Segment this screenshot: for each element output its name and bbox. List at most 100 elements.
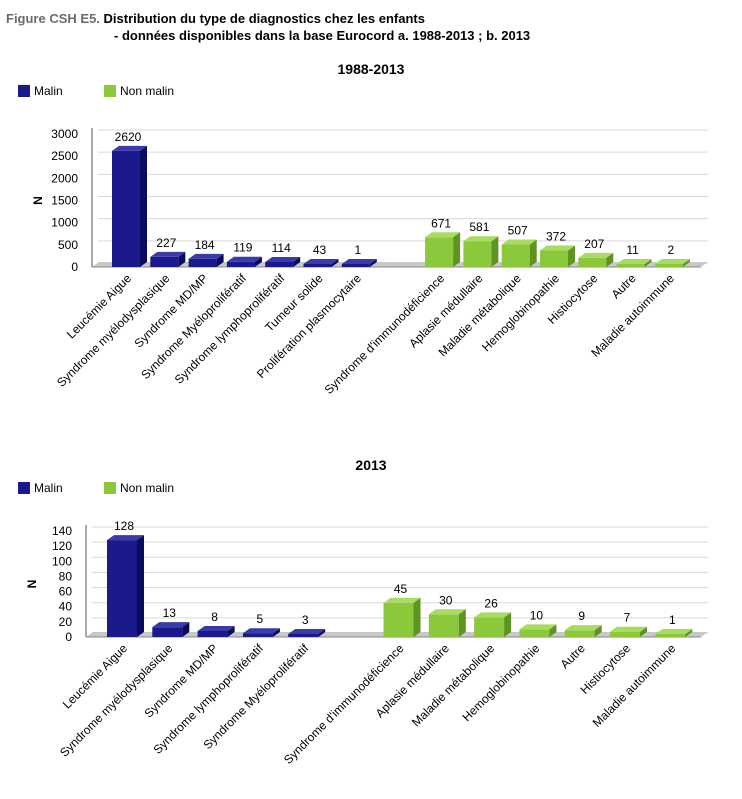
bar-hemoglobinopathie-side [549,624,557,637]
figure-title-line1: Distribution du type de diagnostics chez… [103,11,425,26]
bar-syndrome-myelodysplasique [152,622,190,637]
data-label-autre: 11 [626,243,639,257]
bar-autre-side [594,625,602,637]
bar-syndrome-myeloproliferatif-top [226,256,262,262]
bar-hemoglobinopathie-front [519,629,550,637]
bar-maladie-autoimmune-top [655,629,693,634]
bar-tumeur-solide-front [303,264,332,267]
bar-maladie-autoimmune [654,259,690,267]
bar-hemoglobinopathie [540,245,575,267]
y-axis-label: N [31,196,45,205]
y-tick-label: 120 [52,539,72,553]
bar-syndrome-d-immunodeficience [383,597,421,637]
data-label-syndrome-md-mp: 184 [195,238,215,252]
bar-syndrome-myeloproliferatif-side [318,629,326,637]
bar-tumeur-solide-side [331,259,339,267]
bar-autre-front [564,630,595,637]
chart-1988-2013: 1988-2013 Malin Non malin 0 500 1000 1500 2000 2… [18,61,708,397]
data-label-maladie-autoimmune: 2 [668,243,675,257]
category-label-maladie-metabolique: Maladie métabolique [409,641,497,729]
bar-syndrome-myeloproliferatif [288,629,326,637]
bar-proliferation-plasmocytaire-side [369,259,377,267]
bar-autre-side [644,259,652,267]
bar-histiocytose-side [606,252,614,267]
bar-histiocytose-top [578,252,614,258]
y-tick-label: 0 [71,260,78,274]
bar-aplasie-medullaire-side [491,236,499,267]
bar-maladie-metabolique-front [474,617,505,637]
bar-syndrome-lymphoproliferatif-top [265,256,301,262]
bar-histiocytose-front [578,257,607,267]
bar-syndrome-myelodysplasique-side [178,251,186,267]
data-label-syndrome-myeloproliferatif: 3 [302,613,309,627]
y-tick-label: 40 [59,600,73,614]
data-label-syndrome-lymphoproliferatif: 5 [257,612,264,626]
figure-title-line2: - données disponibles dans la base Euroc… [114,28,531,43]
bar-leucemie-aigue-side [140,145,147,267]
bar-autre [616,259,652,267]
figure-label: Figure CSH E5. [6,11,100,26]
bar-tumeur-solide [303,259,339,267]
y-tick-label: 500 [58,238,78,252]
bar-histiocytose-front [610,631,640,637]
bar-maladie-autoimmune [655,629,693,637]
legend-label-malin: Malin [34,84,63,98]
bar-syndrome-md-mp-top [197,625,235,631]
bar-proliferation-plasmocytaire-top [341,259,377,264]
data-label-syndrome-myelodysplasique: 227 [156,236,176,250]
y-tick-label: 60 [59,585,73,599]
chart-title: 1988-2013 [338,61,405,77]
bar-syndrome-d-immunodeficience-top [425,232,461,238]
category-label-maladie-autoimmune: Maladie autoimmune [590,641,679,730]
bar-leucemie-aigue-top [107,535,144,541]
bar-syndrome-lymphoproliferatif-side [272,628,280,637]
data-label-hemoglobinopathie: 10 [530,608,544,622]
data-label-aplasie-medullaire: 30 [439,593,453,607]
bar-histiocytose-side [640,626,647,637]
bar-histiocytose [610,626,647,637]
bar-syndrome-md-mp-top [188,253,224,259]
data-label-tumeur-solide: 43 [313,243,327,257]
bar-syndrome-md-mp [197,625,235,637]
bar-syndrome-lymphoproliferatif-front [242,633,273,637]
bar-maladie-metabolique-side [504,612,512,637]
bar-syndrome-d-immunodeficience-top [383,597,421,603]
bar-syndrome-lymphoproliferatif-top [242,628,280,634]
bar-syndrome-d-immunodeficience-front [383,602,414,637]
legend-swatch-non-malin [104,85,116,97]
bar-syndrome-myeloproliferatif [226,256,262,267]
bar-syndrome-myeloproliferatif-front [288,634,319,637]
data-label-leucemie-aigue: 2620 [115,130,142,144]
bar-syndrome-d-immunodeficience-side [413,597,421,637]
bar-leucemie-aigue-top [112,145,147,151]
y-tick-label: 1500 [51,194,78,208]
data-label-syndrome-lymphoproliferatif: 114 [272,241,291,255]
bar-maladie-metabolique-top [474,612,512,618]
legend-swatch-malin [18,482,30,494]
bar-syndrome-md-mp-side [227,625,235,637]
bar-leucemie-aigue [107,535,144,637]
bar-tumeur-solide-top [303,259,339,264]
y-tick-label: 2500 [51,149,78,163]
bar-aplasie-medullaire-front [428,614,459,637]
bar-hemoglobinopathie-front [540,250,568,267]
data-label-syndrome-myelodysplasique: 13 [163,606,177,620]
bar-hemoglobinopathie-side [568,245,575,267]
data-label-syndrome-d-immunodeficience: 45 [394,582,408,596]
y-tick-label: 2000 [51,171,78,185]
bar-aplasie-medullaire [428,609,466,637]
bar-syndrome-myeloproliferatif-side [254,256,262,267]
bar-syndrome-d-immunodeficience-front [425,237,454,267]
bar-hemoglobinopathie [519,624,557,637]
bar-syndrome-myeloproliferatif-top [288,629,326,634]
bar-syndrome-lymphoproliferatif-front [265,261,294,267]
bar-leucemie-aigue-side [137,535,144,637]
bar-leucemie-aigue-front [107,540,137,637]
bar-hemoglobinopathie-top [519,624,557,630]
bar-autre-top [564,625,602,631]
bar-aplasie-medullaire-side [458,609,466,637]
bar-maladie-autoimmune-front [655,634,686,637]
y-tick-label: 0 [65,630,72,644]
bar-histiocytose [578,252,614,267]
